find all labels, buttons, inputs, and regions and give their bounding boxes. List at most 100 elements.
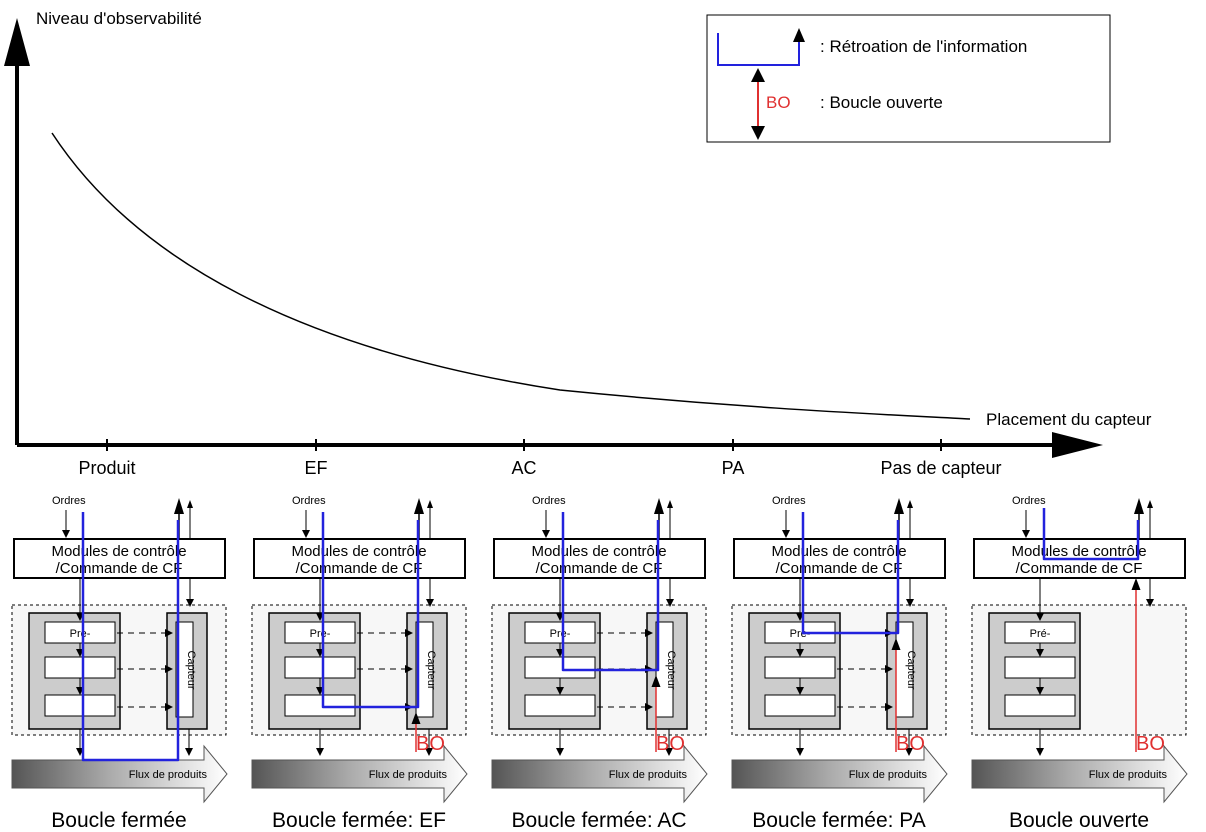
- legend-feedback-label: : Rétroation de l'information: [820, 37, 1027, 56]
- feedback-path: [1042, 508, 1140, 561]
- product-flow-label: Flux de produits: [849, 769, 928, 781]
- panel-4: Pre- Capteur Modules de contrôle/Commande …: [731, 495, 948, 832]
- orders-label: Ordres: [52, 495, 86, 507]
- secondary-output-arrowhead: [427, 500, 433, 508]
- loop-panels: Pre- Capteur Modules de contrôle/Commande …: [11, 495, 1188, 832]
- control-module-line1: Modules de contrôle: [771, 543, 906, 560]
- panel-5: Pré- Modules de contrôle/Commande de CF Or…: [971, 495, 1188, 832]
- pre-station-label: Pre-: [790, 628, 811, 640]
- station-3: [44, 694, 116, 717]
- legend-open-loop-tag: BO: [766, 93, 791, 112]
- tick-label-produit: Produit: [78, 458, 135, 478]
- x-axis-label: Placement du capteur: [986, 410, 1152, 429]
- product-flow-label: Flux de produits: [1089, 769, 1168, 781]
- product-flow-label: Flux de produits: [609, 769, 688, 781]
- feedback-path: [321, 512, 420, 709]
- product-flow-label: Flux de produits: [129, 769, 208, 781]
- control-module-line2: /Commande de CF: [56, 560, 183, 577]
- control-module-line1: Modules de contrôle: [531, 543, 666, 560]
- sensor-label: Capteur: [665, 650, 677, 689]
- panel-caption: Boucle fermée: PA: [752, 809, 926, 832]
- orders-label: Ordres: [1012, 495, 1046, 507]
- tick-label-ef: EF: [304, 458, 327, 478]
- station-3: [284, 694, 356, 717]
- product-flow-arrow: [971, 744, 1188, 804]
- sensor-label: Capteur: [905, 650, 917, 689]
- control-module-line1: Modules de contrôle: [51, 543, 186, 560]
- panel-caption: Boucle fermée: EF: [272, 809, 446, 832]
- feedback-output-arrowhead: [174, 498, 184, 514]
- open-loop-arrowhead: [891, 638, 901, 650]
- legend: : Rétroation de l'information BO : Boucl…: [706, 14, 1111, 143]
- open-loop-arrowhead: [1131, 578, 1141, 590]
- y-axis-label: Niveau d'observabilité: [36, 9, 202, 28]
- x-axis-arrowhead: [1052, 432, 1103, 458]
- sensor-bar: [415, 621, 434, 718]
- feedback-path: [801, 512, 900, 635]
- control-module-line1: Modules de contrôle: [291, 543, 426, 560]
- panel-3: Pre- Capteur Modules de contrôle/Commande …: [491, 495, 708, 832]
- observability-curve: [51, 132, 971, 420]
- control-module-box: [493, 538, 706, 579]
- station-3: [524, 694, 596, 717]
- control-module-line2: /Commande de CF: [1016, 560, 1143, 577]
- panel-1: Pre- Capteur Modules de contrôle/Commande …: [11, 495, 228, 832]
- tick-label-pa: PA: [722, 458, 745, 478]
- orders-label: Ordres: [292, 495, 326, 507]
- tick-label-ac: AC: [511, 458, 536, 478]
- pre-station-label: Pre-: [550, 628, 571, 640]
- control-module-line2: /Commande de CF: [776, 560, 903, 577]
- product-flow-arrow: [491, 744, 708, 804]
- control-module-box: [253, 538, 466, 579]
- feedback-output-arrowhead: [414, 498, 424, 514]
- feedback-legend-icon: [717, 33, 800, 66]
- station-3: [1004, 694, 1076, 717]
- panel-caption: Boucle fermée: [51, 809, 186, 832]
- pre-station-label: Pré-: [1030, 628, 1051, 640]
- station-2: [1004, 656, 1076, 679]
- feedback-output-arrowhead: [654, 498, 664, 514]
- station-2: [764, 656, 836, 679]
- orders-label: Ordres: [532, 495, 566, 507]
- sensor-bar: [175, 621, 194, 718]
- secondary-output-arrowhead: [1147, 500, 1153, 508]
- control-module-line2: /Commande de CF: [296, 560, 423, 577]
- feedback-output-arrowhead: [1134, 498, 1144, 514]
- product-flow-arrow: [251, 744, 468, 804]
- panel-2: Pre- Capteur Modules de contrôle/Commande …: [251, 495, 468, 832]
- secondary-output-arrowhead: [907, 500, 913, 508]
- pre-station-label: Pre-: [310, 628, 331, 640]
- station-3: [764, 694, 836, 717]
- control-module-box: [13, 538, 226, 579]
- open-loop-label: BO: [416, 733, 445, 755]
- secondary-output-arrowhead: [187, 500, 193, 508]
- main-axes: [4, 18, 1103, 458]
- station-2: [284, 656, 356, 679]
- open-loop-label: BO: [896, 733, 925, 755]
- panel-caption: Boucle fermée: AC: [511, 809, 686, 832]
- control-module-line2: /Commande de CF: [536, 560, 663, 577]
- product-flow-label: Flux de produits: [369, 769, 448, 781]
- sensor-label: Capteur: [425, 650, 437, 689]
- open-loop-arrowhead: [651, 675, 661, 687]
- station-2: [524, 656, 596, 679]
- control-module-box: [733, 538, 946, 579]
- open-loop-label: BO: [656, 733, 685, 755]
- open-loop-arrowhead: [411, 712, 421, 724]
- open-loop-label: BO: [1136, 733, 1165, 755]
- station-2: [44, 656, 116, 679]
- feedback-path: [81, 512, 180, 762]
- sensor-label: Capteur: [185, 650, 197, 689]
- feedback-output-arrowhead: [894, 498, 904, 514]
- panel-caption: Boucle ouverte: [1009, 809, 1149, 832]
- pre-station-label: Pre-: [70, 628, 91, 640]
- secondary-output-arrowhead: [667, 500, 673, 508]
- control-module-line1: Modules de contrôle: [1011, 543, 1146, 560]
- feedback-path: [561, 512, 660, 672]
- product-flow-arrow: [731, 744, 948, 804]
- y-axis-arrowhead: [4, 18, 30, 66]
- orders-label: Ordres: [772, 495, 806, 507]
- legend-open-loop-label: : Boucle ouverte: [820, 93, 943, 112]
- tick-label-pas-de-capteur: Pas de capteur: [880, 458, 1001, 478]
